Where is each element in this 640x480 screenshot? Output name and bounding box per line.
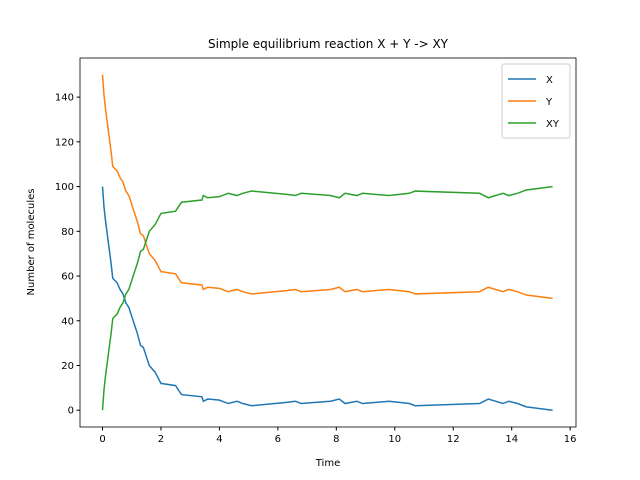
x-tick-label: 12: [447, 434, 460, 445]
plot-frame: [79, 57, 577, 428]
legend-label: XY: [546, 119, 560, 130]
x-tick-label: 2: [158, 434, 164, 445]
x-tick-label: 0: [99, 434, 105, 445]
y-tick-label: 120: [55, 137, 74, 148]
legend-label: Y: [545, 97, 553, 108]
series-line: [101, 74, 553, 300]
series-line: [101, 186, 553, 411]
chart-title: Simple equilibrium reaction X + Y -> XY: [208, 37, 449, 51]
legend-label: X: [546, 75, 553, 86]
y-tick-label: 60: [61, 272, 74, 283]
y-tick-label: 40: [61, 316, 74, 327]
x-tick-label: 8: [333, 434, 339, 445]
x-tick-label: 6: [275, 434, 281, 445]
x-tick-label: 4: [216, 434, 222, 445]
x-tick-label: 14: [505, 434, 518, 445]
y-tick-label: 20: [61, 361, 74, 372]
x-tick-label: 16: [564, 434, 577, 445]
x-axis-label: Time: [315, 458, 340, 469]
y-tick-label: 140: [55, 93, 74, 104]
y-axis-label: Number of molecules: [26, 189, 37, 296]
y-tick-label: 100: [55, 182, 74, 193]
y-tick-label: 80: [61, 227, 74, 238]
x-tick-label: 10: [388, 434, 401, 445]
y-tick-label: 0: [68, 406, 74, 417]
series-line: [101, 185, 553, 411]
